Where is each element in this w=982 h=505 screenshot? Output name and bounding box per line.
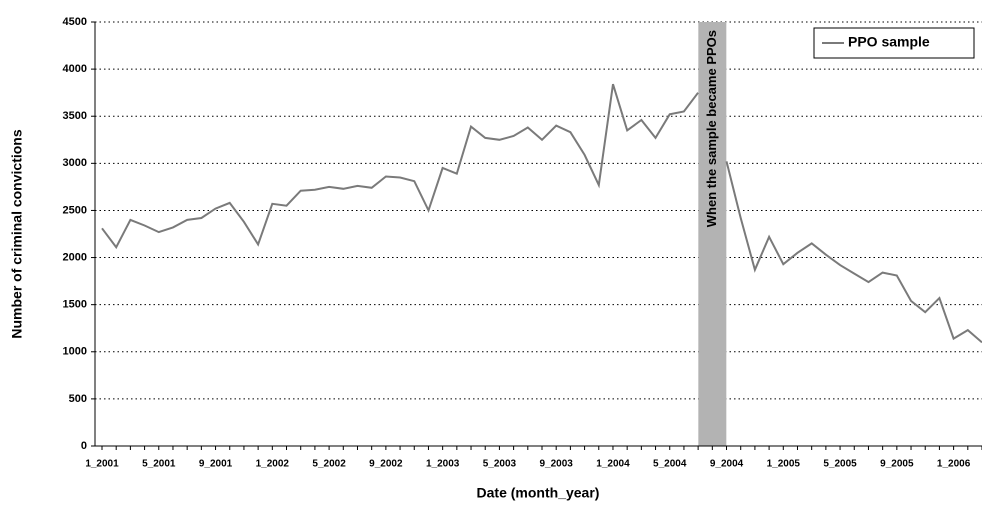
y-tick-label: 1000 (63, 346, 87, 358)
x-axis-title: Date (month_year) (477, 485, 600, 501)
x-tick-label: 5_2002 (312, 459, 346, 470)
legend-box (813, 27, 975, 59)
x-tick-label: 9_2003 (540, 459, 574, 470)
x-tick-label: 1_2006 (937, 459, 971, 470)
x-tick-label: 5_2004 (653, 459, 687, 470)
x-tick-label: 9_2005 (880, 459, 914, 470)
x-tick-label: 9_2001 (199, 459, 233, 470)
x-tick-label: 1_2004 (596, 459, 630, 470)
y-tick-label: 2000 (63, 251, 87, 263)
x-tick-label: 5_2001 (142, 459, 176, 470)
legend-label: PPO sample (848, 34, 930, 50)
x-tick-label: 1_2001 (85, 459, 119, 470)
y-tick-label: 0 (81, 440, 87, 452)
y-axis-title: Number of criminal convictions (9, 129, 25, 338)
y-tick-label: 3500 (63, 110, 87, 122)
annotation-text: When the sample became PPOs (704, 30, 719, 227)
x-tick-label: 9_2004 (710, 459, 744, 470)
y-tick-label: 2500 (63, 204, 87, 216)
y-tick-label: 4500 (63, 16, 87, 28)
y-tick-label: 3000 (63, 157, 87, 169)
y-tick-label: 1500 (63, 299, 87, 311)
x-tick-label: 1_2005 (767, 459, 801, 470)
annotation-band (698, 22, 727, 446)
y-tick-label: 500 (69, 393, 87, 405)
x-tick-label: 9_2002 (369, 459, 403, 470)
x-tick-label: 1_2003 (426, 459, 460, 470)
x-tick-label: 1_2002 (256, 459, 290, 470)
line-series (101, 83, 982, 344)
y-tick-label: 4000 (63, 63, 87, 75)
x-tick-label: 5_2003 (483, 459, 517, 470)
x-tick-label: 5_2005 (823, 459, 857, 470)
